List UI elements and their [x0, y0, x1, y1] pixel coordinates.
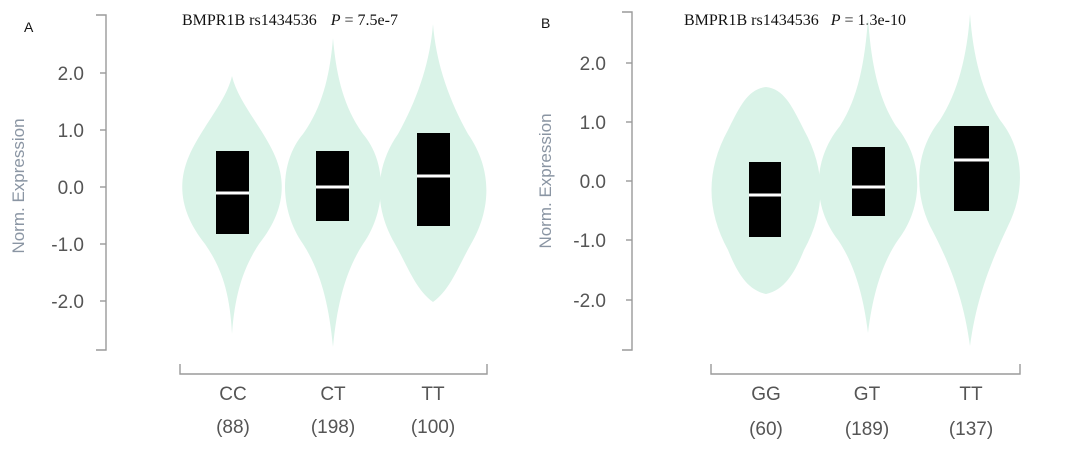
panel-a-category-label: CT	[320, 384, 346, 405]
panel-a-title-p-symbol: P	[330, 12, 341, 29]
panel-b-box-gt	[852, 147, 885, 216]
panel-b-ytick-label: 1.0	[580, 113, 606, 134]
panel-a-ytick-label: 2.0	[58, 64, 84, 85]
panel-b-title-gene: BMPR1B	[684, 12, 747, 29]
panel-a-ytick-label: -2.0	[51, 292, 84, 313]
panel-a-count-label: (100)	[411, 417, 455, 438]
panel-a-count-label: (198)	[311, 417, 355, 438]
panel-b-ytick-label: -2.0	[573, 291, 606, 312]
panel-b-ytick-label: 2.0	[580, 54, 606, 75]
panel-a-ylabel: Norm. Expression	[9, 118, 28, 253]
panel-b-ytick-label: -1.0	[573, 231, 606, 252]
panel-b-title: BMPR1B rs1434536 P = 1.3e-10	[684, 12, 906, 29]
panel-b-category-label: GG	[751, 384, 781, 405]
panel-b-letter: B	[541, 15, 550, 31]
panel-a-letter: A	[24, 19, 34, 35]
panel-b-count-label: (60)	[749, 419, 783, 440]
panel-b-title-p-value: = 1.3e-10	[844, 12, 905, 29]
panel-b-count-label: (137)	[949, 419, 993, 440]
panel-a-y-axis	[96, 14, 107, 351]
panel-a-count-label: (88)	[216, 417, 250, 438]
panel-b-ylabel: Norm. Expression	[536, 113, 555, 248]
panel-b-box-gg	[749, 162, 781, 237]
panel-a-category-label: CC	[219, 384, 246, 405]
panel-b-category-label: TT	[959, 384, 983, 405]
panel-a-title-gene: BMPR1B	[182, 12, 245, 29]
panel-b-category-label: GT	[854, 384, 881, 405]
panel-b-x-axis	[710, 364, 1021, 375]
panel-b-title-snp: rs1434536	[751, 12, 819, 29]
panel-a-title-p-value: = 7.5e-7	[344, 12, 397, 29]
panel-a-box-tt	[417, 133, 450, 226]
panel-a-category-label: TT	[421, 384, 445, 405]
panel-a-ytick-label: 1.0	[58, 121, 84, 142]
panel-b-ytick-label: 0.0	[580, 172, 606, 193]
panel-b-count-label: (189)	[845, 419, 889, 440]
panel-a-title: BMPR1B rs1434536 P = 7.5e-7	[182, 12, 398, 29]
panel-b: B BMPR1B rs1434536 P = 1.3e-10 Norm. Exp…	[536, 11, 1021, 440]
panel-a-title-snp: rs1434536	[249, 12, 317, 29]
panel-a: A BMPR1B rs1434536 P = 7.5e-7 Norm. Expr…	[9, 12, 488, 438]
panel-a-x-axis	[179, 364, 488, 375]
panel-a-ytick-label: 0.0	[58, 178, 84, 199]
panel-a-ytick-label: -1.0	[51, 235, 84, 256]
panel-b-title-p-symbol: P	[830, 12, 841, 29]
panel-b-box-tt	[954, 126, 989, 211]
